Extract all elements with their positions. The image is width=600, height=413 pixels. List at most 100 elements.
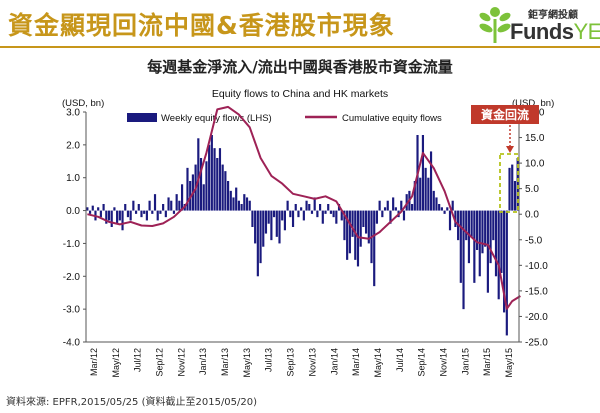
flow-bar [294,204,297,211]
flow-bar [329,210,332,214]
callout-box [471,105,539,124]
flow-bar [129,210,132,221]
flow-bar [443,210,446,214]
flow-bar [302,210,305,221]
flow-bar [243,194,246,211]
flow-bar [473,210,476,283]
left-axis-ticks: 3.0 2.0 1.0 0.0 -1.0 -2.0 -3.0 -4.0 [63,108,86,349]
inflow-callout: 資金回流 [471,105,539,213]
flow-bar [256,210,259,277]
right-tick-label: 5.0 [525,184,539,195]
flow-bar [300,207,303,211]
flow-bar [446,207,449,211]
flow-bar [429,151,433,211]
x-tick-label: Jan/14 [329,348,339,375]
flow-bar [389,210,392,224]
flow-bar [381,210,384,218]
flow-bar [451,200,454,211]
flow-bar [308,204,311,211]
flow-bar [289,210,292,218]
flow-bar [348,210,351,254]
flow-bar [227,181,230,211]
header-rule [0,46,600,48]
flow-bar [186,167,189,211]
flow-bar [492,210,495,241]
x-tick-label: May/12 [111,348,121,378]
legend-line-label: Cumulative equity flows [342,113,442,124]
flow-bar [216,158,219,211]
flow-bar [199,158,203,211]
callout-label: 資金回流 [481,107,529,122]
flow-bar [105,210,108,224]
flow-bar [229,190,232,211]
flow-bar [121,210,124,231]
flow-bar [210,135,213,211]
flow-bar [421,135,425,211]
flow-bar [500,210,503,273]
flow-bar [235,187,238,211]
flow-bar [427,177,430,211]
flow-bar [489,210,492,264]
flow-bar [454,210,457,227]
flow-bar [143,210,146,214]
x-tick-label: Jul/12 [133,348,143,372]
fundsyes-logo: 鉅亨網投顧 FundsYES [478,4,600,46]
flow-bar [365,210,368,234]
flow-bar [286,200,289,211]
flow-bar [132,200,135,211]
flow-bar [386,200,389,211]
x-tick-label: Nov/14 [438,348,448,377]
flow-bar [424,167,427,211]
flow-bar [232,197,235,211]
flow-bar [118,210,121,221]
flow-bar [511,164,514,211]
flow-bar [116,210,119,224]
x-tick-label: Nov/13 [307,348,317,377]
flow-bar [497,210,500,300]
flow-bar [275,210,278,237]
flow-bar [362,210,365,227]
flow-bar [440,207,443,211]
flow-bar [151,210,154,214]
flow-bar [281,210,284,221]
flow-bar [508,167,511,211]
flow-bar [332,210,335,218]
x-tick-label: Mar/13 [220,348,230,376]
flow-bar [327,204,330,211]
left-tick-label: -1.0 [63,239,81,250]
logo-yes-text: YES [573,19,600,44]
flow-bar [218,148,222,211]
flow-bar [310,210,314,214]
x-tick-label: Sep/13 [286,348,296,377]
flow-bar [448,210,452,231]
flow-bar [175,194,178,211]
flow-bar [359,210,362,247]
flow-bar [99,210,102,218]
flow-bar [283,210,286,231]
x-tick-label: Jul/13 [264,348,274,372]
flow-bar [113,207,116,211]
callout-arrowhead [506,146,514,153]
flow-bar [475,210,479,250]
chart-title: Equity flows to China and HK markets [212,88,388,100]
flow-bar [102,204,105,211]
flow-bar [375,210,379,224]
left-tick-label: -4.0 [63,338,81,349]
flow-bar [513,181,517,211]
flow-bar [503,210,506,313]
right-axis-ticks: 20.015.010.05.00.0-5.0-10.0-15.0-20.0-25… [519,108,548,349]
flow-bar [145,210,148,221]
flow-bar [343,210,346,241]
flow-bar [484,210,487,247]
legend-bar-swatch [127,113,157,122]
x-tick-label: Jan/15 [460,348,470,375]
flow-bar [202,184,205,211]
flow-bar [180,184,184,211]
flow-bar [324,210,327,214]
flow-bar [467,210,471,264]
flow-bar [351,210,354,237]
logo-funds-text: Funds [510,19,574,44]
chart-legend: Weekly equity flows (LHS) Cumulative equ… [127,113,442,124]
flow-bar [197,138,200,211]
